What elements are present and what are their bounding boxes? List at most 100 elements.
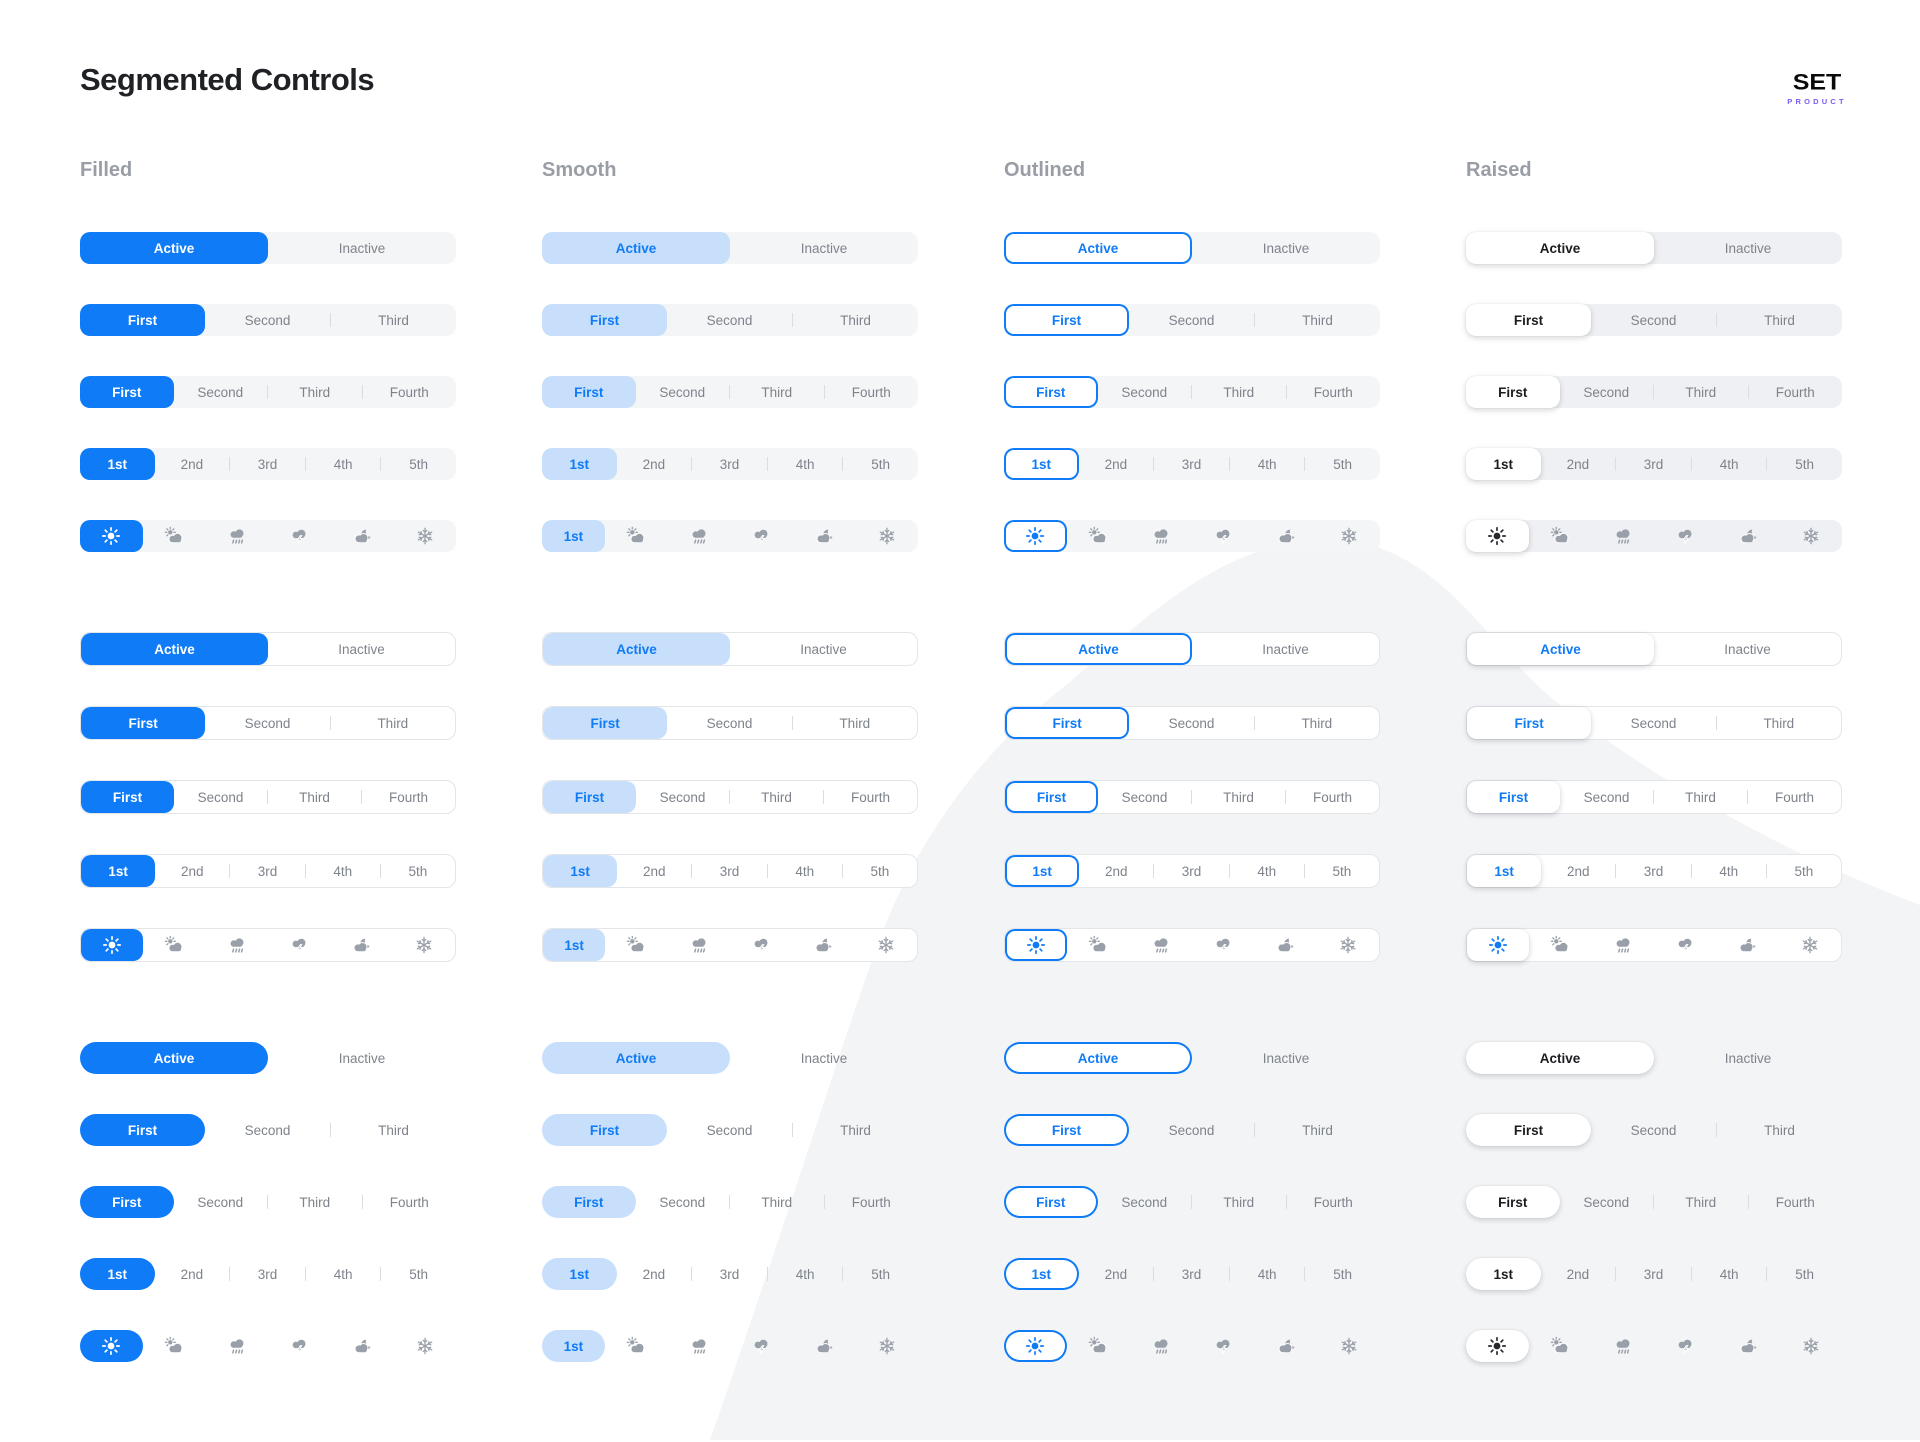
segment-sun[interactable] [80, 520, 143, 552]
segment-active[interactable]: Active [1005, 633, 1192, 665]
segment-third[interactable]: Third [730, 781, 823, 813]
segment-fourth[interactable]: Fourth [1748, 781, 1841, 813]
segment-second[interactable]: Second [1560, 1186, 1654, 1218]
segment-5th[interactable]: 5th [843, 855, 917, 887]
segment-3rd[interactable]: 3rd [1154, 448, 1229, 480]
segment-thunder-cloud[interactable] [730, 520, 793, 552]
segment-5th[interactable]: 5th [1767, 1258, 1842, 1290]
segment-night-cloud[interactable] [330, 929, 392, 961]
segment-inactive[interactable]: Inactive [1654, 1042, 1842, 1074]
segment-5th[interactable]: 5th [1767, 855, 1841, 887]
segment-5th[interactable]: 5th [381, 448, 456, 480]
segment-sun[interactable] [1467, 929, 1530, 961]
segment-1st[interactable]: 1st [1467, 855, 1542, 887]
segment-snowflake[interactable] [393, 929, 455, 961]
segment-3rd[interactable]: 3rd [230, 1258, 305, 1290]
segment-5th[interactable]: 5th [843, 1258, 918, 1290]
segment-first[interactable]: First [81, 781, 174, 813]
segment-2nd[interactable]: 2nd [1079, 1258, 1154, 1290]
segment-third[interactable]: Third [1654, 376, 1748, 408]
segment-first[interactable]: First [1466, 1186, 1560, 1218]
segment-4th[interactable]: 4th [306, 1258, 381, 1290]
segment-second[interactable]: Second [1591, 1114, 1716, 1146]
segment-inactive[interactable]: Inactive [1192, 232, 1380, 264]
segment-first[interactable]: First [1466, 304, 1591, 336]
segment-thunder-cloud[interactable] [1654, 929, 1716, 961]
segment-4th[interactable]: 4th [306, 448, 381, 480]
segment-2nd[interactable]: 2nd [155, 448, 230, 480]
segment-rain-cloud[interactable] [1591, 1330, 1654, 1362]
segment-fourth[interactable]: Fourth [1286, 781, 1379, 813]
segment-first[interactable]: First [543, 781, 636, 813]
segment-inactive[interactable]: Inactive [268, 633, 455, 665]
segment-2nd[interactable]: 2nd [1541, 855, 1615, 887]
segment-sun-behind-cloud[interactable] [605, 929, 667, 961]
segment-first[interactable]: First [1004, 1114, 1129, 1146]
segment-snowflake[interactable] [855, 520, 918, 552]
segment-first[interactable]: First [1466, 1114, 1591, 1146]
segment-night-cloud[interactable] [1254, 929, 1316, 961]
segment-thunder-cloud[interactable] [730, 1330, 793, 1362]
segment-second[interactable]: Second [667, 1114, 792, 1146]
segment-first[interactable]: First [1005, 781, 1098, 813]
segment-night-cloud[interactable] [1255, 1330, 1318, 1362]
segment-3rd[interactable]: 3rd [1616, 448, 1691, 480]
segment-4th[interactable]: 4th [1692, 448, 1767, 480]
segment-thunder-cloud[interactable] [1654, 1330, 1717, 1362]
segment-second[interactable]: Second [205, 1114, 330, 1146]
segment-1st[interactable]: 1st [1004, 1258, 1079, 1290]
segment-third[interactable]: Third [268, 376, 362, 408]
segment-rain-cloud[interactable] [1129, 520, 1192, 552]
segment-4th[interactable]: 4th [768, 855, 842, 887]
segment-1st[interactable]: 1st [80, 1258, 155, 1290]
segment-rain-cloud[interactable] [205, 1330, 268, 1362]
segment-sun-behind-cloud[interactable] [1529, 929, 1591, 961]
segment-second[interactable]: Second [1098, 781, 1191, 813]
segment-thunder-cloud[interactable] [268, 520, 331, 552]
segment-active[interactable]: Active [542, 232, 730, 264]
segment-fourth[interactable]: Fourth [825, 376, 919, 408]
segment-second[interactable]: Second [636, 376, 730, 408]
segment-inactive[interactable]: Inactive [268, 232, 456, 264]
segment-fourth[interactable]: Fourth [362, 781, 455, 813]
segment-4th[interactable]: 4th [1230, 855, 1304, 887]
segment-first[interactable]: First [542, 1114, 667, 1146]
segment-4th[interactable]: 4th [768, 448, 843, 480]
segment-snowflake[interactable] [855, 1330, 918, 1362]
segment-sun-behind-cloud[interactable] [1067, 520, 1130, 552]
segment-3rd[interactable]: 3rd [692, 855, 766, 887]
segment-night-cloud[interactable] [793, 1330, 856, 1362]
segment-second[interactable]: Second [636, 1186, 730, 1218]
segment-first[interactable]: First [542, 376, 636, 408]
segment-second[interactable]: Second [205, 707, 329, 739]
segment-sun-behind-cloud[interactable] [1529, 520, 1592, 552]
segment-3rd[interactable]: 3rd [230, 855, 304, 887]
segment-third[interactable]: Third [1255, 707, 1379, 739]
segment-sun-behind-cloud[interactable] [1529, 1330, 1592, 1362]
segment-fourth[interactable]: Fourth [1749, 1186, 1843, 1218]
segment-third[interactable]: Third [331, 707, 455, 739]
segment-snowflake[interactable] [1779, 929, 1841, 961]
segment-4th[interactable]: 4th [1692, 1258, 1767, 1290]
segment-night-cloud[interactable] [792, 929, 854, 961]
segment-second[interactable]: Second [1129, 707, 1253, 739]
segment-2nd[interactable]: 2nd [1079, 855, 1153, 887]
segment-rain-cloud[interactable] [1592, 929, 1654, 961]
segment-second[interactable]: Second [667, 707, 791, 739]
segment-night-cloud[interactable] [1255, 520, 1318, 552]
segment-4th[interactable]: 4th [1692, 855, 1766, 887]
segment-inactive[interactable]: Inactive [1654, 232, 1842, 264]
segment-5th[interactable]: 5th [381, 855, 455, 887]
segment-third[interactable]: Third [793, 707, 917, 739]
segment-3rd[interactable]: 3rd [1154, 1258, 1229, 1290]
segment-thunder-cloud[interactable] [730, 929, 792, 961]
segment-active[interactable]: Active [1004, 1042, 1192, 1074]
segment-1st[interactable]: 1st [1466, 448, 1541, 480]
segment-4th[interactable]: 4th [306, 855, 380, 887]
segment-first[interactable]: First [80, 1186, 174, 1218]
segment-thunder-cloud[interactable] [1192, 520, 1255, 552]
segment-4th[interactable]: 4th [1230, 1258, 1305, 1290]
segment-rain-cloud[interactable] [667, 520, 730, 552]
segment-sun[interactable] [1004, 1330, 1067, 1362]
segment-thunder-cloud[interactable] [1654, 520, 1717, 552]
